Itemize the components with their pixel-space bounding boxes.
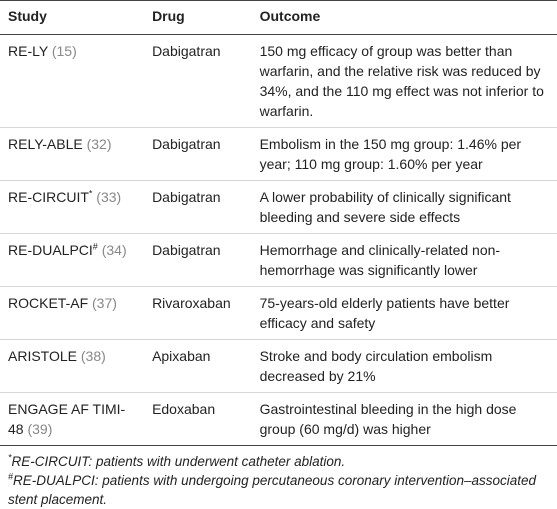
drug-cell: Dabigatran bbox=[144, 233, 252, 287]
header-row: Study Drug Outcome bbox=[0, 0, 557, 35]
study-name: RE-DUALPCI bbox=[8, 242, 93, 258]
footnote: #RE-DUALPCI: patients with undergoing pe… bbox=[8, 471, 549, 509]
study-cell: RE-DUALPCI# (34) bbox=[0, 233, 145, 287]
footnote-text: RE-DUALPCI: patients with undergoing per… bbox=[8, 473, 537, 507]
table: Study Drug Outcome RE-LY (15) Dabigatran 1… bbox=[0, 0, 557, 446]
table-row: ROCKET-AF (37) Rivaroxaban 75-years-old el… bbox=[0, 286, 557, 340]
table-row: RE-LY (15) Dabigatran 150 mg efficacy of g… bbox=[0, 34, 557, 128]
study-cell: ARISTOLE (38) bbox=[0, 339, 145, 393]
drug-cell: Apixaban bbox=[144, 339, 252, 393]
table-header: Study Drug Outcome bbox=[0, 0, 557, 35]
drug-cell: Dabigatran bbox=[144, 34, 252, 128]
study-cell: ROCKET-AF (37) bbox=[0, 286, 145, 340]
footnotes: *RE-CIRCUIT: patients with underwent cat… bbox=[0, 446, 557, 509]
footnote-mark: # bbox=[8, 471, 14, 482]
table-row: RELY-ABLE (32) Dabigatran Embolism in the … bbox=[0, 127, 557, 181]
drug-cell: Edoxaban bbox=[144, 392, 252, 446]
study-name: ENGAGE AF TIMI-48 bbox=[8, 401, 126, 437]
table-row: RE-CIRCUIT* (33) Dabigatran A lower probab… bbox=[0, 180, 557, 234]
outcome-cell: Gastrointestinal bleeding in the high do… bbox=[251, 392, 557, 446]
table-row: ENGAGE AF TIMI-48 (39) Edoxaban Gastrointe… bbox=[0, 392, 557, 446]
study-name: RELY-ABLE bbox=[8, 136, 83, 152]
table-row: RE-DUALPCI# (34) Dabigatran Hemorrhage and… bbox=[0, 233, 557, 287]
study-name: ARISTOLE bbox=[8, 348, 77, 364]
footnote-mark: * bbox=[88, 188, 93, 199]
outcome-cell: Hemorrhage and clinically-related non-he… bbox=[251, 233, 557, 287]
drug-cell: Dabigatran bbox=[144, 180, 252, 234]
footnote-mark: * bbox=[8, 452, 12, 463]
reference: (38) bbox=[80, 348, 106, 364]
header-cell: Outcome bbox=[251, 0, 557, 35]
reference: (39) bbox=[27, 421, 53, 437]
reference: (32) bbox=[86, 136, 112, 152]
table-row: ARISTOLE (38) Apixaban Stroke and body cir… bbox=[0, 339, 557, 393]
footnote: *RE-CIRCUIT: patients with underwent cat… bbox=[8, 452, 549, 471]
study-cell: RE-CIRCUIT* (33) bbox=[0, 180, 145, 234]
drug-cell: Dabigatran bbox=[144, 127, 252, 181]
study-name: RE-LY bbox=[8, 43, 48, 59]
outcome-cell: 150 mg efficacy of group was better than… bbox=[251, 34, 557, 128]
outcome-cell: Embolism in the 150 mg group: 1.46% per … bbox=[251, 127, 557, 181]
study-cell: RE-LY (15) bbox=[0, 34, 145, 128]
outcome-cell: 75-years-old elderly patients have bette… bbox=[251, 286, 557, 340]
drug-cell: Rivaroxaban bbox=[144, 286, 252, 340]
outcome-cell: A lower probability of clinically signif… bbox=[251, 180, 557, 234]
reference: (34) bbox=[101, 242, 127, 258]
outcome-cell: Stroke and body circulation embolism dec… bbox=[251, 339, 557, 393]
study-cell: RELY-ABLE (32) bbox=[0, 127, 145, 181]
footnote-text: RE-CIRCUIT: patients with underwent cath… bbox=[11, 454, 346, 469]
reference: (15) bbox=[51, 43, 77, 59]
header-cell: Drug bbox=[144, 0, 252, 35]
reference: (37) bbox=[92, 295, 117, 311]
study-name: ROCKET-AF bbox=[8, 295, 89, 311]
table-body: RE-LY (15) Dabigatran 150 mg efficacy of g… bbox=[0, 34, 557, 446]
footnote-mark: # bbox=[92, 241, 98, 252]
header-cell: Study bbox=[0, 0, 145, 35]
study-cell: ENGAGE AF TIMI-48 (39) bbox=[0, 392, 145, 446]
study-name: RE-CIRCUIT bbox=[8, 189, 89, 205]
reference: (33) bbox=[96, 189, 122, 205]
